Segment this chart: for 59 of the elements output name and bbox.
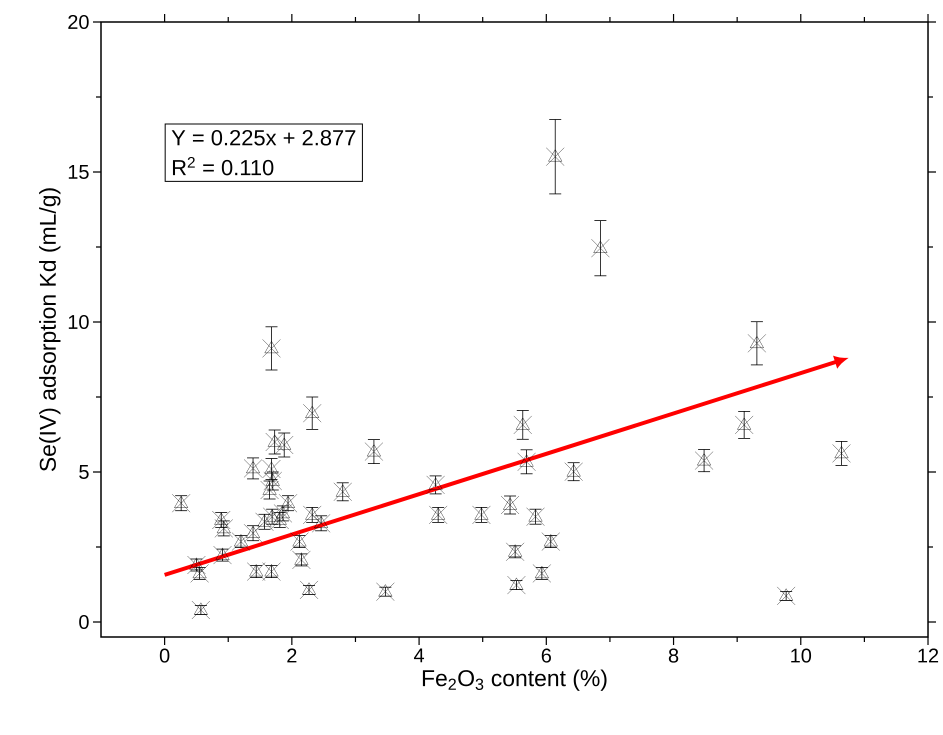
- point: [776, 586, 796, 606]
- point: [300, 580, 318, 600]
- annotation: R$^{2}$ = 0.110: [172, 156, 274, 176]
- x-tick-label: 8: [668, 648, 678, 663]
- point: [334, 482, 352, 501]
- point: [514, 416, 532, 434]
- y-tick-label: 0: [79, 614, 89, 630]
- y-tick-label: 10: [68, 314, 89, 330]
- point: [262, 339, 281, 358]
- point: [262, 562, 281, 581]
- point: [472, 506, 491, 524]
- point: [262, 508, 282, 526]
- point: [546, 147, 564, 166]
- point: [292, 550, 311, 570]
- x-tick-label: 12: [918, 648, 938, 662]
- point: [303, 404, 322, 422]
- point: [244, 524, 262, 542]
- point: [232, 532, 250, 551]
- x-tick-label: 2: [287, 648, 296, 662]
- point: [364, 442, 384, 461]
- x-tick-label: 0: [160, 648, 170, 663]
- x-tick-label: 10: [791, 648, 812, 663]
- point: [278, 494, 298, 512]
- x-tick-label: 6: [542, 648, 551, 663]
- point: [190, 564, 209, 583]
- point: [832, 444, 851, 463]
- point: [500, 496, 520, 514]
- point: [192, 600, 210, 620]
- point: [506, 542, 524, 561]
- x-axis-title: Fe$_{2}$O$_{3}$ content (%): [422, 669, 607, 691]
- point: [187, 556, 206, 574]
- point: [247, 562, 266, 581]
- point: [312, 514, 330, 532]
- point: [274, 504, 292, 523]
- point: [255, 512, 274, 531]
- point: [507, 576, 526, 594]
- point: [526, 508, 545, 526]
- point: [172, 494, 190, 512]
- point: [290, 532, 309, 551]
- point: [694, 451, 714, 470]
- point: [532, 564, 552, 583]
- point: [376, 582, 395, 601]
- point: [244, 459, 262, 478]
- y-tick-label: 15: [68, 165, 89, 179]
- point: [517, 452, 536, 471]
- point: [591, 238, 610, 258]
- point: [213, 546, 232, 564]
- annotation: Y = 0.225x + 2.877: [172, 130, 356, 146]
- point: [748, 334, 766, 352]
- y-axis-title: Se(IV) adsorption Kd (mL/g): [39, 188, 60, 472]
- point: [542, 532, 560, 551]
- point: [428, 506, 448, 524]
- x-tick-label: 4: [414, 648, 424, 662]
- point: [426, 476, 445, 494]
- y-tick-label: 20: [68, 14, 89, 30]
- point: [260, 480, 279, 500]
- y-tick-label: 5: [79, 465, 89, 479]
- point: [734, 416, 754, 434]
- point: [564, 462, 583, 481]
